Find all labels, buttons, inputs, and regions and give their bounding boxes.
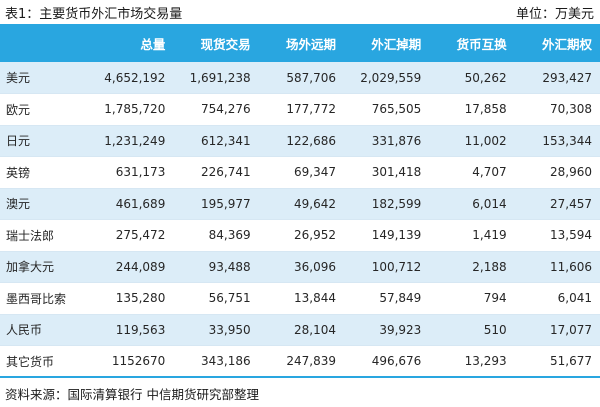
value-cell: 26,952	[258, 219, 344, 252]
value-cell: 39,923	[343, 314, 430, 346]
value-cell: 1152670	[88, 345, 174, 378]
value-cell: 226,741	[173, 156, 259, 189]
value-cell: 195,977	[173, 188, 259, 220]
value-cell: 49,642	[258, 188, 344, 220]
value-cell: 33,950	[173, 314, 259, 346]
table-title: 表1：主要货币外汇市场交易量	[5, 6, 183, 22]
value-cell: 4,707	[429, 156, 515, 189]
table-row: 其它货币 1152670 343,186 247,839 496,676 13,293 51…	[0, 345, 600, 378]
value-cell: 587,706	[258, 62, 344, 94]
value-cell: 119,563	[88, 314, 174, 346]
value-cell: 4,652,192	[88, 62, 174, 94]
value-cell: 496,676	[343, 345, 430, 378]
table-header: 总量 现货交易 场外远期 外汇掉期 货币互换 外汇期权	[0, 24, 600, 62]
value-cell: 1,231,249	[88, 125, 174, 157]
table-body: 美元 4,652,192 1,691,238 587,706 2,029,559 50,2…	[0, 62, 600, 378]
value-cell: 36,096	[258, 251, 344, 283]
currency-name-cell: 人民币	[0, 314, 88, 346]
table-row: 瑞士法郎 275,472 84,369 26,952 149,139 1,419 13,59…	[0, 219, 600, 252]
table-container: 总量 现货交易 场外远期 外汇掉期 货币互换 外汇期权 美元 4,652,192 1,691,…	[0, 24, 600, 378]
value-cell: 122,686	[258, 125, 344, 157]
currency-name-cell: 欧元	[0, 93, 88, 126]
column-header: 外汇掉期	[343, 24, 430, 62]
value-cell: 69,347	[258, 156, 344, 189]
value-cell: 27,457	[514, 188, 600, 220]
value-cell: 461,689	[88, 188, 174, 220]
currency-name-cell: 美元	[0, 62, 88, 94]
value-cell: 11,002	[429, 125, 515, 157]
value-cell: 244,089	[88, 251, 174, 283]
value-cell: 28,960	[514, 156, 600, 189]
value-cell: 1,691,238	[173, 62, 259, 94]
value-cell: 182,599	[343, 188, 430, 220]
value-cell: 301,418	[343, 156, 430, 189]
value-cell: 50,262	[429, 62, 515, 94]
value-cell: 275,472	[88, 219, 174, 252]
value-cell: 56,751	[173, 282, 259, 315]
column-header: 货币互换	[429, 24, 515, 62]
table-row: 日元 1,231,249 612,341 122,686 331,876 11,002 15…	[0, 125, 600, 157]
table-row: 人民币 119,563 33,950 28,104 39,923 510 17,077	[0, 314, 600, 346]
table-row: 澳元 461,689 195,977 49,642 182,599 6,014 27,457	[0, 188, 600, 220]
column-header: 场外远期	[258, 24, 344, 62]
value-cell: 149,139	[343, 219, 430, 252]
value-cell: 13,293	[429, 345, 515, 378]
value-cell: 17,858	[429, 93, 515, 126]
value-cell: 28,104	[258, 314, 344, 346]
currency-name-cell: 其它货币	[0, 345, 88, 378]
currency-name-cell: 加拿大元	[0, 251, 88, 283]
table-row: 欧元 1,785,720 754,276 177,772 765,505 17,858 70…	[0, 93, 600, 126]
value-cell: 11,606	[514, 251, 600, 283]
column-header: 现货交易	[173, 24, 259, 62]
value-cell: 17,077	[514, 314, 600, 346]
column-header-name	[0, 24, 88, 62]
header-row: 总量 现货交易 场外远期 外汇掉期 货币互换 外汇期权	[0, 24, 600, 62]
value-cell: 293,427	[514, 62, 600, 94]
value-cell: 2,029,559	[343, 62, 430, 94]
value-cell: 631,173	[88, 156, 174, 189]
value-cell: 135,280	[88, 282, 174, 315]
currency-name-cell: 瑞士法郎	[0, 219, 88, 252]
currency-name-cell: 墨西哥比索	[0, 282, 88, 315]
column-header: 总量	[88, 24, 174, 62]
value-cell: 70,308	[514, 93, 600, 126]
value-cell: 100,712	[343, 251, 430, 283]
column-header: 外汇期权	[514, 24, 600, 62]
currency-name-cell: 日元	[0, 125, 88, 157]
value-cell: 153,344	[514, 125, 600, 157]
currency-name-cell: 澳元	[0, 188, 88, 220]
value-cell: 754,276	[173, 93, 259, 126]
table-row: 墨西哥比索 135,280 56,751 13,844 57,849 794 6,041	[0, 282, 600, 315]
value-cell: 57,849	[343, 282, 430, 315]
unit-label: 单位：万美元	[515, 6, 594, 22]
fx-volume-table: 总量 现货交易 场外远期 外汇掉期 货币互换 外汇期权 美元 4,652,192 1,691,…	[0, 24, 600, 378]
source-note: 资料来源：国际清算银行 中信期货研究部整理	[5, 387, 259, 402]
value-cell: 6,041	[514, 282, 600, 315]
table-row: 英镑 631,173 226,741 69,347 301,418 4,707 28,960	[0, 156, 600, 189]
value-cell: 1,419	[429, 219, 515, 252]
value-cell: 794	[429, 282, 515, 315]
currency-name-cell: 英镑	[0, 156, 88, 189]
value-cell: 2,188	[429, 251, 515, 283]
value-cell: 247,839	[258, 345, 344, 378]
value-cell: 1,785,720	[88, 93, 174, 126]
value-cell: 84,369	[173, 219, 259, 252]
value-cell: 13,844	[258, 282, 344, 315]
value-cell: 331,876	[343, 125, 430, 157]
value-cell: 93,488	[173, 251, 259, 283]
table-row: 美元 4,652,192 1,691,238 587,706 2,029,559 50,2…	[0, 62, 600, 94]
value-cell: 510	[429, 314, 515, 346]
value-cell: 51,677	[514, 345, 600, 378]
value-cell: 13,594	[514, 219, 600, 252]
value-cell: 612,341	[173, 125, 259, 157]
table-row: 加拿大元 244,089 93,488 36,096 100,712 2,188 11,60…	[0, 251, 600, 283]
value-cell: 177,772	[258, 93, 344, 126]
value-cell: 6,014	[429, 188, 515, 220]
value-cell: 765,505	[343, 93, 430, 126]
title-bar: 表1：主要货币外汇市场交易量 单位：万美元	[0, 0, 600, 24]
value-cell: 343,186	[173, 345, 259, 378]
